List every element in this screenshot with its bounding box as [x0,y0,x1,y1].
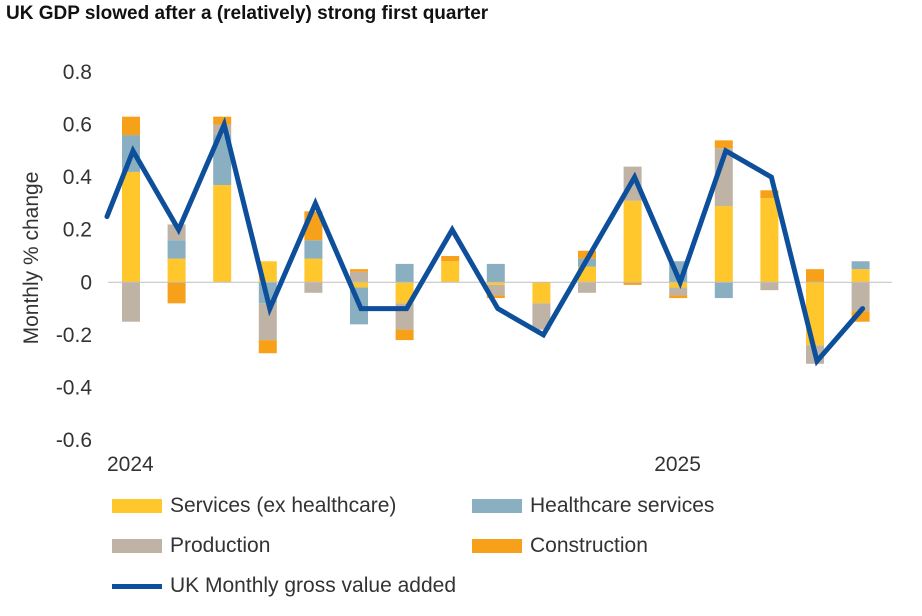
legend-swatch-healthcare [472,499,522,513]
legend-label-construction: Construction [530,534,648,557]
bar-production [669,287,688,296]
legend-label-gva: UK Monthly gross value added [170,574,456,597]
line-series [104,116,866,367]
bar-services-ex-healthcare [669,282,688,288]
chart-area: 0.8 0.6 0.4 0.2 0 -0.2 -0.4 -0.6 2024 2025 Month… [20,61,892,476]
x-axis: 2024 2025 [107,281,892,476]
y-tick-label: 0.4 [63,166,93,189]
x-year-label: 2025 [654,453,701,476]
bar-construction [167,282,186,304]
legend-swatch-gva [112,583,162,589]
bar-healthcare-services [304,240,323,259]
bar-services-ex-healthcare [623,200,642,283]
bar-services-ex-healthcare [760,198,779,283]
legend-item-healthcare: Healthcare services [472,494,714,518]
bar-production [578,282,596,293]
bar-construction [806,269,824,283]
bar-production [258,303,277,341]
legend-label-production: Production [170,534,271,557]
y-tick-label: 0.2 [63,219,92,242]
legend-swatch-construction [472,539,522,553]
bar-healthcare-services [714,282,733,299]
gva-line [104,116,866,367]
legend-item-gva: UK Monthly gross value added [112,574,456,598]
legend-swatch-services [112,499,162,513]
bar-construction [486,295,505,299]
y-tick-label: -0.6 [56,429,92,452]
legend-item-production: Production [112,534,270,558]
bar-services-ex-healthcare [122,171,140,283]
bar-construction [760,190,779,199]
y-tick-label: -0.2 [56,324,92,347]
bar-construction [213,116,232,125]
bar-construction [669,295,688,299]
legend-label-services: Services (ex healthcare) [170,494,397,517]
bar-construction [122,116,140,136]
y-tick-label: 0 [80,271,92,294]
legend-item-services: Services (ex healthcare) [112,494,396,518]
bar-services-ex-healthcare [304,258,323,283]
bar-production [760,282,779,291]
bar-production [486,284,505,296]
x-year-label: 2024 [107,453,154,476]
legend-swatch-production [112,539,162,553]
bar-services-ex-healthcare [441,261,460,283]
bar-construction [441,256,460,262]
bar-services-ex-healthcare [213,185,232,283]
bar-production [532,303,551,330]
bar-services-ex-healthcare [486,282,505,285]
bar-production [350,271,368,283]
bar-production [122,282,140,322]
bar-construction [350,269,368,272]
chart-title: UK GDP slowed after a (relatively) stron… [6,3,489,24]
bar-services-ex-healthcare [167,258,186,283]
bar-production [304,282,323,293]
bar-healthcare-services [851,261,870,270]
y-tick-label: 0.8 [63,61,92,84]
bar-healthcare-services [167,240,186,259]
bar-construction [714,140,733,149]
bar-production [851,282,870,312]
bar-services-ex-healthcare [532,282,551,304]
bar-construction [258,340,277,354]
bar-services-ex-healthcare [714,206,733,283]
bar-healthcare-services [486,263,505,283]
bar-construction [623,282,642,285]
bar-construction [851,311,870,322]
bar-construction [395,329,414,341]
y-axis: 0.8 0.6 0.4 0.2 0 -0.2 -0.4 -0.6 [56,61,93,452]
bar-healthcare-services [213,135,232,186]
y-axis-label: Monthly % change [20,172,43,345]
legend-item-construction: Construction [472,534,648,558]
y-tick-label: 0.6 [63,114,92,137]
y-tick-label: -0.4 [56,376,93,399]
bars-group [122,116,870,364]
bar-healthcare-services [395,263,414,283]
bar-services-ex-healthcare [851,269,870,283]
bar-services-ex-healthcare [395,282,414,304]
bar-services-ex-healthcare [350,282,368,288]
legend-label-healthcare: Healthcare services [530,494,715,517]
